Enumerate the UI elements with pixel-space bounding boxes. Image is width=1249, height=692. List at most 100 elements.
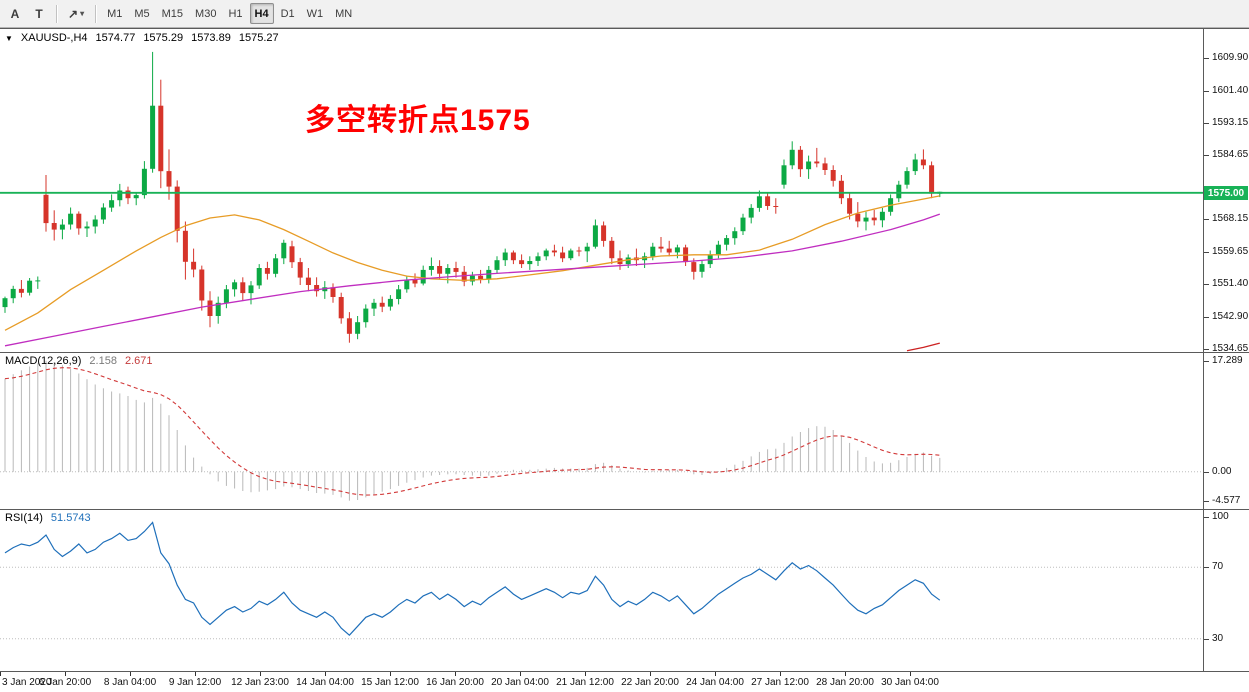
candle-body xyxy=(379,302,385,307)
candle-body xyxy=(289,246,295,263)
candle-body xyxy=(84,226,90,229)
time-label: 15 Jan 12:00 xyxy=(361,677,419,688)
candle-body xyxy=(223,289,229,303)
time-tick xyxy=(195,672,196,676)
candle-body xyxy=(576,250,582,252)
timeframe-button-m15[interactable]: M15 xyxy=(161,7,184,20)
candle-body xyxy=(765,196,771,206)
candle-body xyxy=(240,282,246,294)
rsi-panel: RSI(14) 51.5743 100 70 30 xyxy=(0,509,1249,671)
macd-name: MACD(12,26,9) xyxy=(5,355,82,367)
candle-body xyxy=(264,268,270,274)
time-tick xyxy=(715,672,716,676)
price-tick: 1542.90 xyxy=(1204,311,1248,323)
rsi-axis[interactable]: 100 70 30 xyxy=(1203,510,1248,671)
time-tick xyxy=(325,672,326,676)
candle-body xyxy=(871,217,877,221)
macd-main-value: 2.158 xyxy=(89,355,117,367)
candle-body xyxy=(691,262,697,272)
candle-body xyxy=(732,231,738,239)
toolbar-separator xyxy=(95,4,97,23)
candle-body xyxy=(740,217,746,232)
macd-plot[interactable]: MACD(12,26,9) 2.158 2.671 xyxy=(0,353,1203,509)
macd-tick: -4.577 xyxy=(1204,495,1248,507)
macd-canvas[interactable] xyxy=(0,353,1203,509)
time-tick xyxy=(910,672,911,676)
time-tick xyxy=(520,672,521,676)
time-label: 16 Jan 20:00 xyxy=(426,677,484,688)
price-axis[interactable]: 1575.00 1609.90 1601.40 1593.15 1584.65 1568… xyxy=(1203,29,1248,354)
candle-body xyxy=(355,322,361,334)
main-chart-canvas[interactable] xyxy=(0,29,1203,352)
candle-body xyxy=(297,262,303,278)
timeframe-button-m30[interactable]: M30 xyxy=(195,7,217,20)
candle-body xyxy=(76,213,82,229)
main-plot[interactable]: ▼ XAUUSD-,H4 1574.77 1575.29 1573.89 157… xyxy=(0,29,1203,352)
time-tick xyxy=(65,672,66,676)
candle-body xyxy=(486,269,492,280)
candle-body xyxy=(27,280,33,293)
macd-axis[interactable]: 17.289 0.00 -4.577 xyxy=(1203,353,1248,509)
price-tick: 1551.40 xyxy=(1204,278,1248,290)
candle-body xyxy=(273,258,279,274)
timeframe-button-h1[interactable]: H1 xyxy=(228,7,243,20)
text-tool-button[interactable]: T xyxy=(35,6,43,21)
candle-body xyxy=(412,279,418,284)
rsi-plot[interactable]: RSI(14) 51.5743 xyxy=(0,510,1203,671)
candle-body xyxy=(158,105,164,172)
time-label: 30 Jan 04:00 xyxy=(881,677,939,688)
price-tick: 1609.90 xyxy=(1204,52,1248,64)
candle-body xyxy=(199,269,205,301)
macd-histogram xyxy=(4,360,941,501)
timeframe-button-mn[interactable]: MN xyxy=(335,7,353,20)
timeframe-button-w1[interactable]: W1 xyxy=(306,7,324,20)
candle-body xyxy=(346,318,352,334)
drawing-tools-dropdown[interactable]: ↗ ▾ xyxy=(68,6,85,21)
time-tick xyxy=(390,672,391,676)
candle-body xyxy=(592,225,598,247)
candle-body xyxy=(789,149,795,166)
chart-close-value: 1575.27 xyxy=(238,32,279,44)
time-tick xyxy=(845,672,846,676)
timeframe-button-d1[interactable]: D1 xyxy=(280,7,295,20)
candle-body xyxy=(838,180,844,199)
candle-body xyxy=(59,224,65,230)
macd-label: MACD(12,26,9) 2.158 2.671 xyxy=(5,355,152,367)
candle-body xyxy=(35,280,41,282)
candle-body xyxy=(650,246,656,257)
time-label: 14 Jan 04:00 xyxy=(296,677,354,688)
candle-body xyxy=(543,250,549,257)
time-axis[interactable]: 3 Jan 2020 6 Jan 20:00 8 Jan 04:00 9 Jan 12… xyxy=(0,671,1249,692)
candle-body xyxy=(109,200,115,208)
main-chart-panel: ▼ XAUUSD-,H4 1574.77 1575.29 1573.89 157… xyxy=(0,28,1249,354)
candle-body xyxy=(363,308,369,323)
macd-signal-value: 2.671 xyxy=(124,355,153,367)
toolbar: A T ↗ ▾ M1 M5 M15 M30 H1 H4 D1 W1 MN xyxy=(0,0,1249,28)
candle-body xyxy=(428,266,434,270)
time-label: 3 Jan 2020 xyxy=(2,677,52,688)
rsi-name: RSI(14) xyxy=(5,512,43,524)
candle-body xyxy=(2,298,8,308)
candle-body xyxy=(601,225,607,241)
candle-body xyxy=(855,213,861,222)
candle-body xyxy=(125,190,131,199)
candle-body xyxy=(100,207,106,220)
timeframe-button-m1[interactable]: M1 xyxy=(107,7,123,20)
annotation-tool-button[interactable]: A xyxy=(10,6,20,21)
candle-body xyxy=(830,170,836,181)
ma-magenta-line xyxy=(4,213,941,347)
chart-dropdown-icon[interactable]: ▼ xyxy=(5,33,13,43)
candle-body xyxy=(494,260,500,270)
candle-body xyxy=(806,161,812,170)
candle-body xyxy=(658,246,664,249)
macd-signal-line xyxy=(4,367,940,496)
candle-body xyxy=(256,268,262,286)
candle-body xyxy=(338,297,344,319)
timeframe-button-m5[interactable]: M5 xyxy=(134,7,150,20)
candle-body xyxy=(756,196,762,208)
rsi-canvas[interactable] xyxy=(0,510,1203,671)
timeframe-button-h4[interactable]: H4 xyxy=(249,3,274,24)
dropdown-caret-icon: ▾ xyxy=(80,9,85,18)
time-tick xyxy=(130,672,131,676)
price-tick: 1568.15 xyxy=(1204,213,1248,225)
